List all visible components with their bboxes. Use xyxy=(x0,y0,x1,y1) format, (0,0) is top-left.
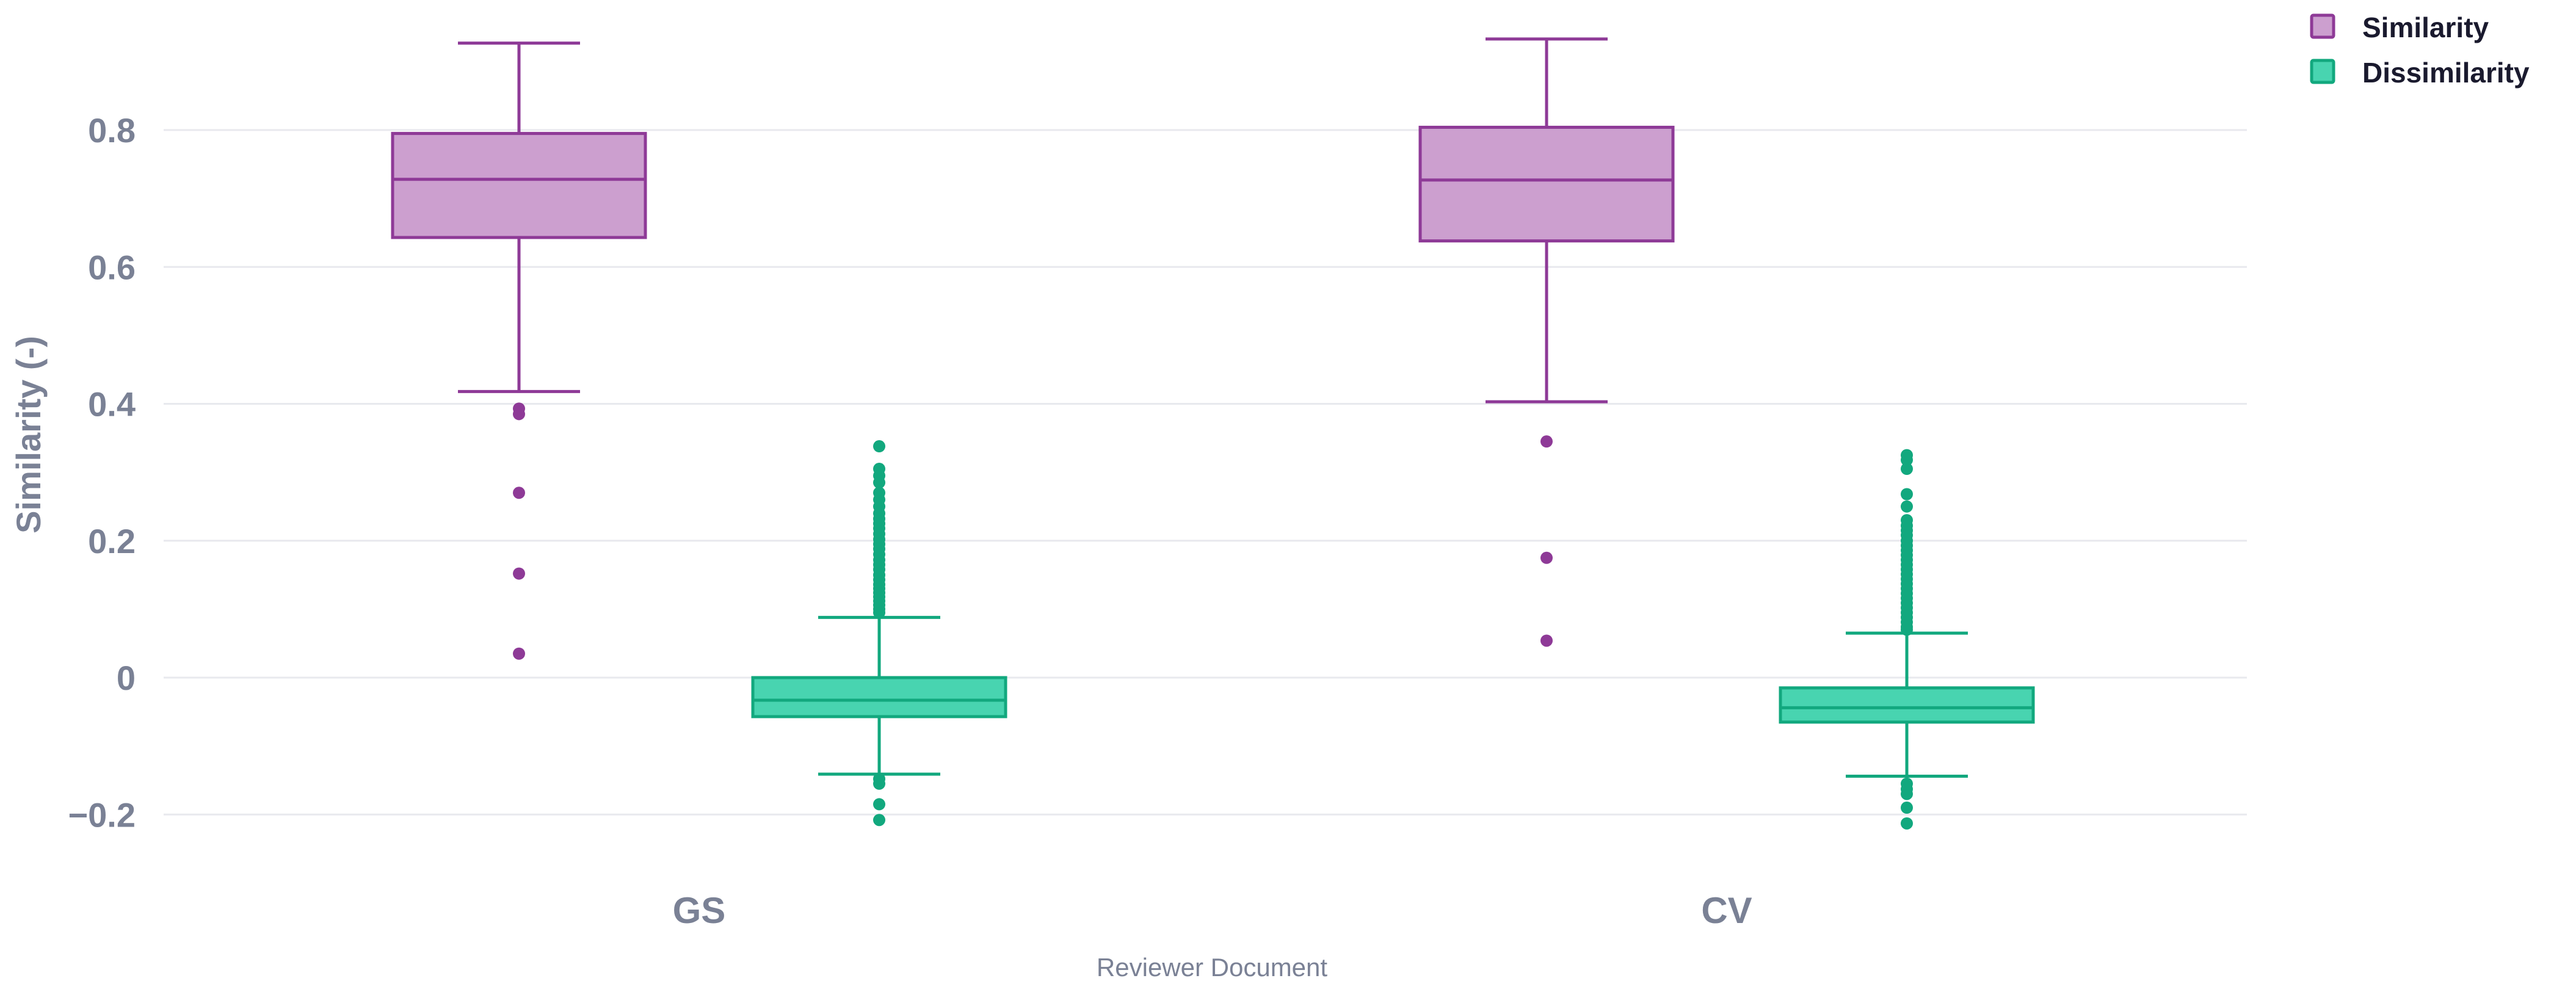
iqr-box xyxy=(751,676,1007,719)
box-layer xyxy=(391,37,2035,830)
legend-label-similarity: Similarity xyxy=(2362,12,2489,43)
outlier-point xyxy=(1540,634,1553,647)
outlier-point xyxy=(873,777,885,790)
outlier-point xyxy=(513,408,525,421)
outlier-point xyxy=(1540,435,1553,448)
legend: Similarity Dissimilarity xyxy=(2310,12,2530,89)
outlier-point xyxy=(1901,623,1913,636)
legend-swatch-similarity[interactable] xyxy=(2310,13,2335,39)
x-tick-label: GS xyxy=(673,890,726,931)
box-dissimilarity-gs xyxy=(751,440,1007,827)
iqr-box xyxy=(1779,686,2035,724)
legend-swatch-dissimilarity[interactable] xyxy=(2310,59,2335,84)
outlier-point xyxy=(1901,463,1913,476)
outlier-point xyxy=(513,647,525,660)
outlier-point xyxy=(873,814,885,827)
y-tick-label: 0.2 xyxy=(88,522,136,560)
grid-layer xyxy=(164,129,2247,816)
outlier-point xyxy=(1901,817,1913,830)
legend-label-dissimilarity: Dissimilarity xyxy=(2362,57,2530,89)
iqr-box xyxy=(391,132,647,239)
outlier-point xyxy=(873,606,885,619)
outlier-point xyxy=(1901,488,1913,501)
y-tick-label: 0.8 xyxy=(88,111,136,150)
outlier-point xyxy=(513,567,525,580)
y-tick-label: 0 xyxy=(117,659,136,697)
outlier-point xyxy=(873,476,885,489)
y-tick-label: 0.6 xyxy=(88,248,136,286)
box-similarity-cv xyxy=(1418,37,1675,647)
outlier-point xyxy=(1901,802,1913,814)
x-axis-label: Reviewer Document xyxy=(1097,953,1327,982)
box-dissimilarity-cv xyxy=(1779,449,2035,830)
outlier-point xyxy=(1901,454,1913,466)
axis-layer: −0.2 0 0.2 0.4 0.6 0.8 GS CV xyxy=(68,111,1752,931)
x-tick-label: CV xyxy=(1701,890,1752,931)
y-tick-label: −0.2 xyxy=(68,795,136,834)
outlier-point xyxy=(1901,787,1913,800)
outlier-point xyxy=(873,798,885,811)
outlier-point xyxy=(513,487,525,499)
y-axis-label: Similarity (-) xyxy=(9,336,48,534)
y-tick-label: 0.4 xyxy=(88,385,136,424)
iqr-box xyxy=(1418,126,1675,243)
box-similarity-gs xyxy=(391,42,647,660)
outlier-point xyxy=(873,440,885,453)
outlier-point xyxy=(1901,500,1913,513)
outlier-point xyxy=(1540,551,1553,564)
